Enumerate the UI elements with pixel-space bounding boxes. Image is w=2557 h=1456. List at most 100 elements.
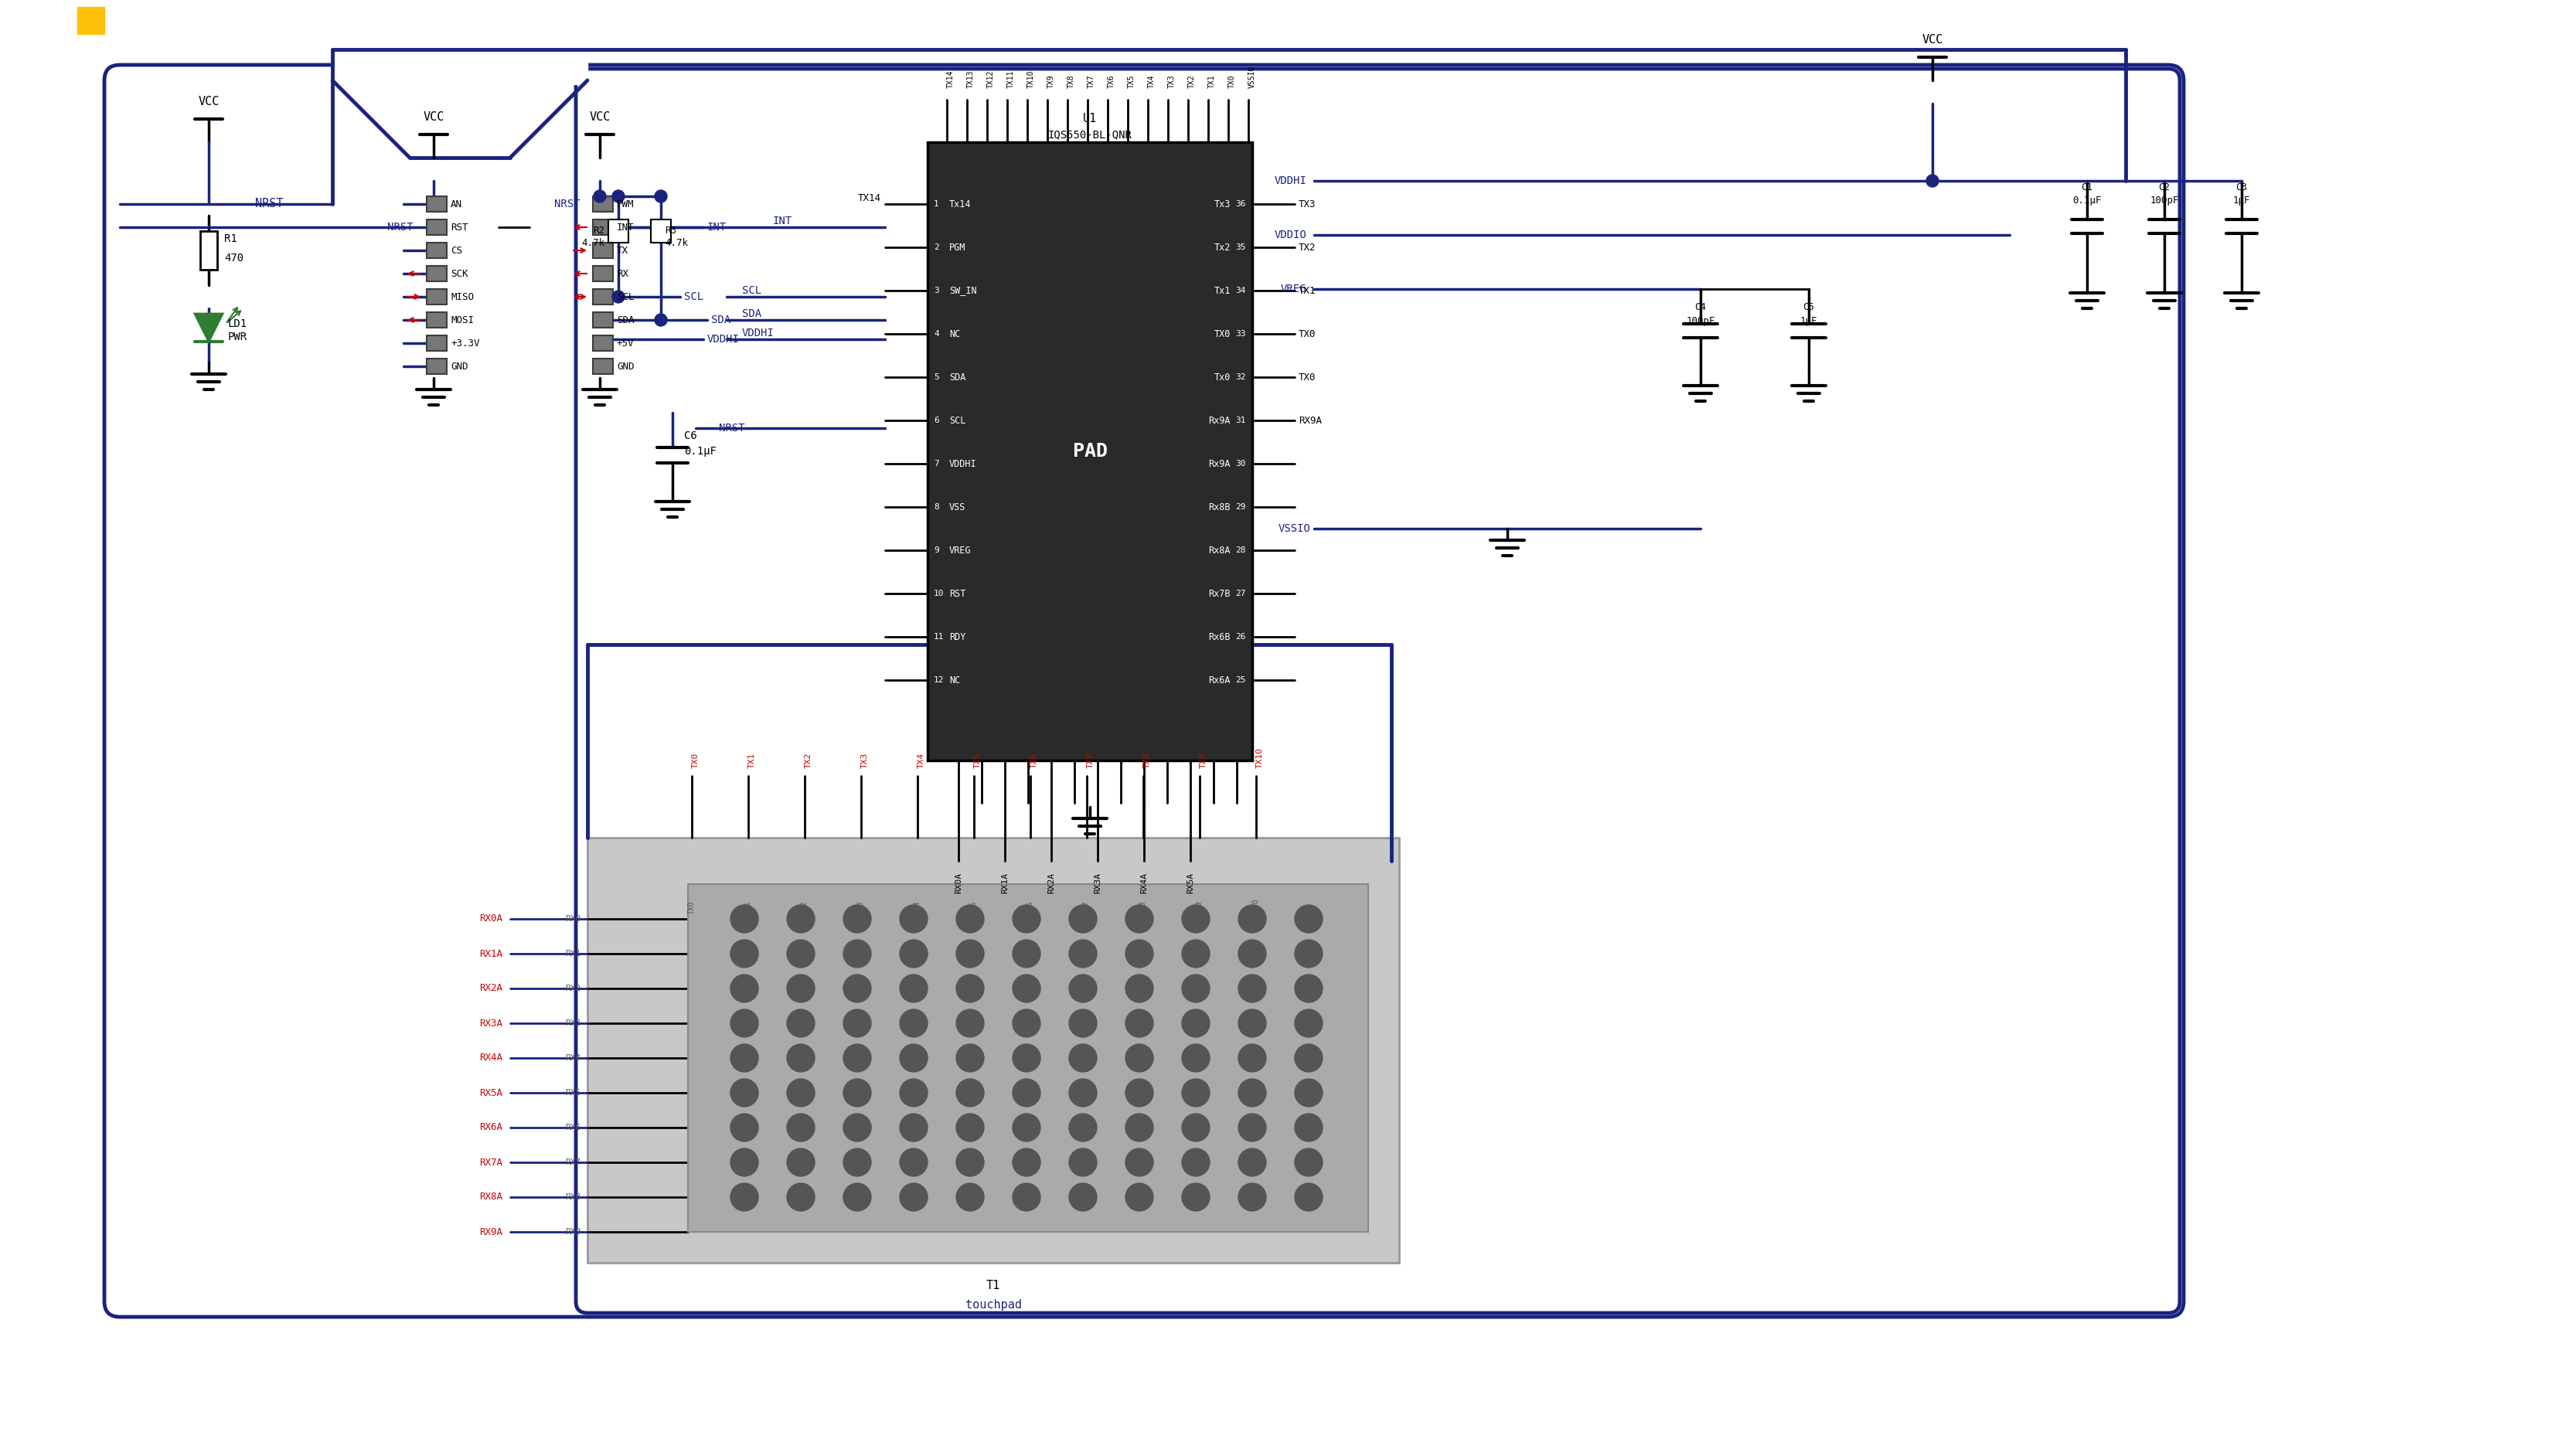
- Circle shape: [1069, 939, 1097, 968]
- Text: Tx1: Tx1: [1215, 285, 1230, 296]
- Text: C1: C1: [2081, 182, 2092, 192]
- Circle shape: [956, 1114, 984, 1142]
- Text: RX4: RX4: [565, 1054, 580, 1061]
- Circle shape: [1238, 1184, 1266, 1211]
- Text: RX0: RX0: [565, 914, 580, 923]
- Text: TX6: TX6: [1107, 74, 1115, 89]
- Bar: [928, 143, 1253, 760]
- Circle shape: [731, 1079, 759, 1107]
- Text: C6: C6: [685, 431, 698, 441]
- Circle shape: [1069, 974, 1097, 1002]
- Text: TX0: TX0: [1227, 74, 1235, 89]
- Bar: [588, 837, 1399, 1262]
- Text: RX1A: RX1A: [478, 949, 501, 958]
- Text: RST: RST: [949, 588, 967, 598]
- Text: TX3: TX3: [857, 900, 864, 914]
- Circle shape: [1238, 1149, 1266, 1176]
- Text: SCL: SCL: [742, 285, 762, 296]
- Text: RX3: RX3: [565, 1019, 580, 1026]
- Text: Rx9A: Rx9A: [1209, 415, 1230, 425]
- Text: VREG: VREG: [949, 545, 972, 555]
- Circle shape: [956, 1009, 984, 1037]
- Circle shape: [1238, 974, 1266, 1002]
- Circle shape: [844, 939, 872, 968]
- Text: RX7: RX7: [565, 1159, 580, 1166]
- Circle shape: [1181, 1079, 1209, 1107]
- Circle shape: [788, 939, 816, 968]
- Circle shape: [844, 1149, 872, 1176]
- Text: Rx8A: Rx8A: [1209, 545, 1230, 555]
- Text: TX7: TX7: [1087, 753, 1094, 769]
- Circle shape: [1294, 1079, 1322, 1107]
- Circle shape: [593, 191, 606, 202]
- Text: RX2A: RX2A: [1048, 872, 1056, 894]
- Text: Tx3: Tx3: [1215, 199, 1230, 210]
- Text: TX10: TX10: [1253, 898, 1261, 916]
- Circle shape: [731, 939, 759, 968]
- Text: 25: 25: [1235, 676, 1245, 684]
- Circle shape: [844, 906, 872, 933]
- Text: 33: 33: [1235, 331, 1245, 338]
- Text: 35: 35: [1235, 243, 1245, 252]
- Circle shape: [1294, 1114, 1322, 1142]
- Circle shape: [731, 974, 759, 1002]
- Text: 3: 3: [933, 287, 938, 294]
- Text: TX5: TX5: [969, 900, 977, 914]
- Circle shape: [844, 974, 872, 1002]
- Text: RX9: RX9: [565, 1227, 580, 1236]
- Text: TX4: TX4: [1148, 74, 1156, 89]
- Text: TX9: TX9: [1197, 900, 1204, 914]
- Circle shape: [1069, 1044, 1097, 1072]
- Text: TX8: TX8: [1066, 74, 1074, 89]
- Text: TX0: TX0: [693, 753, 701, 769]
- Text: R2: R2: [593, 226, 603, 236]
- Text: TX10: TX10: [1028, 70, 1036, 89]
- Text: RX0A: RX0A: [954, 872, 961, 894]
- Circle shape: [844, 1079, 872, 1107]
- Text: PAD: PAD: [1071, 443, 1107, 460]
- Text: CS: CS: [450, 246, 463, 255]
- Text: touchpad: touchpad: [964, 1300, 1020, 1310]
- Bar: [427, 290, 447, 304]
- Circle shape: [1125, 1009, 1153, 1037]
- Text: TX: TX: [616, 246, 629, 255]
- Bar: [593, 290, 614, 304]
- Text: 0.1μF: 0.1μF: [2074, 195, 2102, 205]
- Circle shape: [1069, 1149, 1097, 1176]
- Text: RDY: RDY: [949, 632, 967, 642]
- Text: RX2: RX2: [565, 984, 580, 993]
- Circle shape: [1294, 1149, 1322, 1176]
- Text: 7: 7: [933, 460, 938, 467]
- Text: TX11: TX11: [1007, 70, 1015, 89]
- Bar: [427, 197, 447, 211]
- Text: RX8A: RX8A: [478, 1192, 501, 1203]
- Text: RX8: RX8: [565, 1194, 580, 1201]
- Text: TX0: TX0: [688, 900, 696, 914]
- Circle shape: [1013, 1044, 1041, 1072]
- Text: TX4: TX4: [913, 900, 921, 914]
- Text: U1: U1: [1082, 114, 1097, 125]
- Circle shape: [1181, 1009, 1209, 1037]
- Text: INT: INT: [616, 223, 634, 233]
- Text: 30: 30: [1235, 460, 1245, 467]
- Circle shape: [900, 1149, 928, 1176]
- Text: Tx0: Tx0: [1215, 373, 1230, 381]
- Circle shape: [788, 1149, 816, 1176]
- Text: TX13: TX13: [967, 70, 974, 89]
- Circle shape: [1925, 175, 1938, 186]
- Bar: [427, 243, 447, 258]
- Circle shape: [900, 1184, 928, 1211]
- Text: SDA: SDA: [949, 373, 967, 381]
- Circle shape: [900, 1114, 928, 1142]
- Circle shape: [1181, 1149, 1209, 1176]
- Text: SW_IN: SW_IN: [949, 285, 977, 296]
- Text: PGM: PGM: [949, 242, 967, 252]
- Circle shape: [844, 1184, 872, 1211]
- Circle shape: [611, 291, 624, 303]
- Circle shape: [844, 1114, 872, 1142]
- Circle shape: [1238, 939, 1266, 968]
- Circle shape: [731, 1044, 759, 1072]
- Circle shape: [1294, 1009, 1322, 1037]
- Text: TX2: TX2: [800, 900, 808, 914]
- Text: Rx9A: Rx9A: [1209, 459, 1230, 469]
